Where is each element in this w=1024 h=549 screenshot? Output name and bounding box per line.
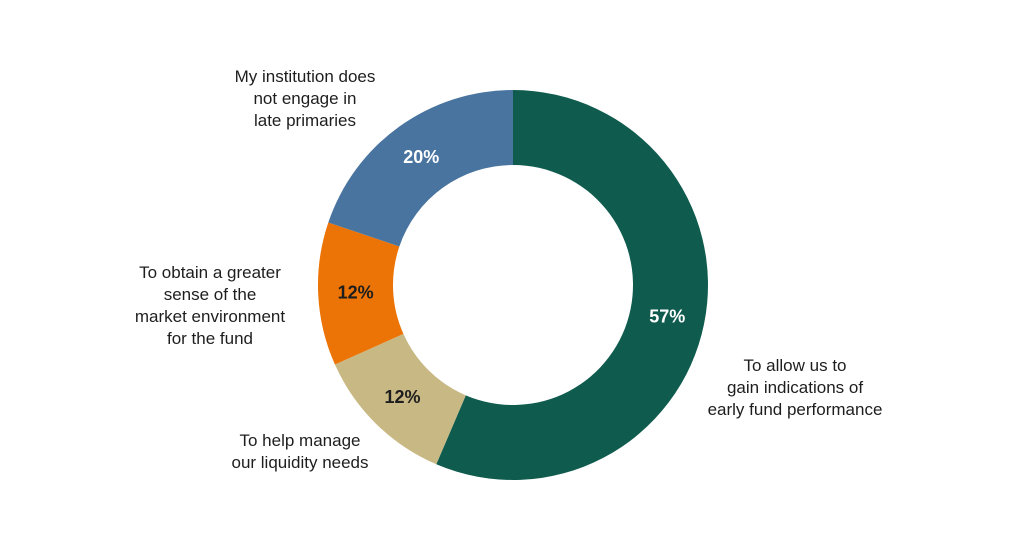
slice-value-label: 20% bbox=[403, 147, 439, 167]
slice-label-no-late-primaries: My institution does not engage in late p… bbox=[234, 67, 376, 130]
donut-slice bbox=[334, 333, 466, 465]
slice-value-label: 12% bbox=[384, 387, 420, 407]
donut-slice bbox=[436, 90, 708, 481]
slice-label-market-environment: To obtain a greater sense of the market … bbox=[134, 263, 286, 348]
donut-slice bbox=[318, 222, 404, 365]
slice-label-early-performance: To allow us to gain indications of early… bbox=[707, 356, 883, 419]
donut-slice bbox=[328, 90, 513, 247]
slice-value-label: 57% bbox=[649, 307, 685, 327]
slice-value-label: 12% bbox=[338, 282, 374, 302]
slice-label-liquidity: To help manage our liquidity needs bbox=[231, 431, 369, 472]
